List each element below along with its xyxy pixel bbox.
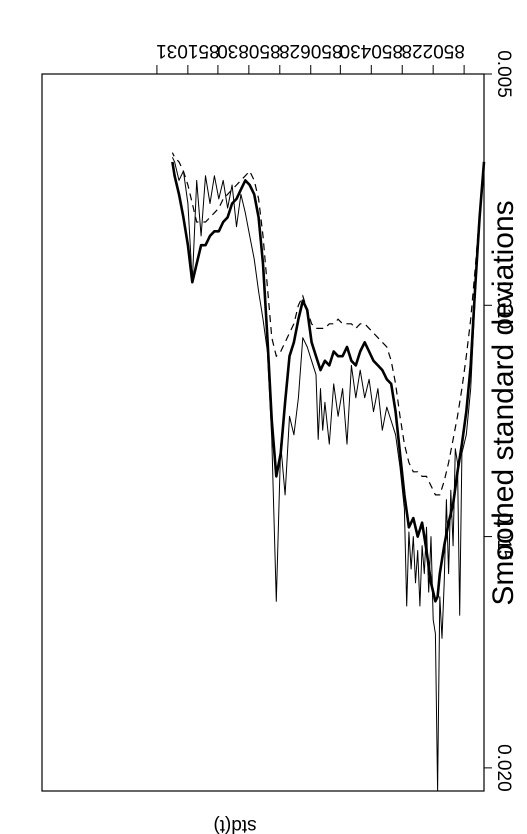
y-tick-label: 0.005 — [493, 50, 514, 98]
series-line-dashed — [171, 152, 485, 496]
x-tick-label: 850830 — [217, 40, 280, 61]
y-axis-label: std(t) — [213, 815, 256, 834]
y-axis: 0.005 0.010 0.015 0.020 — [483, 50, 514, 792]
x-tick-label: 850430 — [340, 40, 403, 61]
x-tick-label: 851031 — [156, 40, 219, 61]
y-tick-label: 0.010 — [493, 282, 514, 330]
chart-title: Smoothed standard deviations — [487, 200, 520, 605]
plot-series — [171, 152, 486, 792]
plot-frame — [41, 73, 485, 792]
y-tick-label: 0.020 — [493, 744, 514, 792]
plot-border — [41, 73, 485, 792]
x-tick-label: 850228 — [401, 40, 464, 61]
y-tick-label: 0.015 — [493, 513, 514, 561]
series-line-thin — [171, 157, 485, 792]
x-tick-label: 850628 — [279, 40, 342, 61]
series-line-thick — [171, 161, 486, 603]
